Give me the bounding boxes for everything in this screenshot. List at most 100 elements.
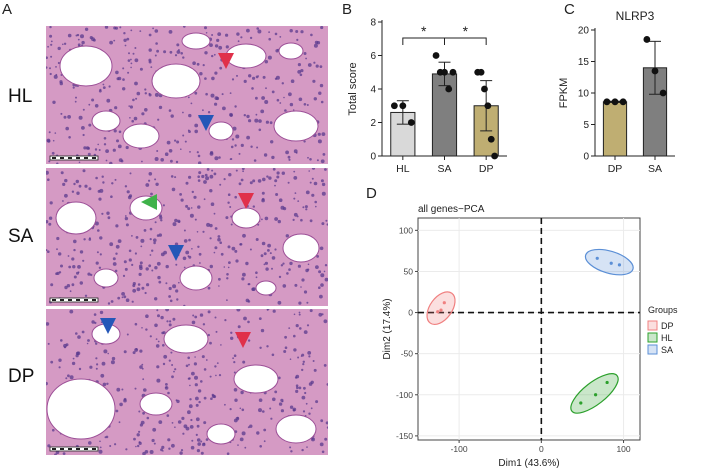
cell-nucleus [263,263,266,266]
cell-nucleus [99,236,103,240]
cell-nucleus [155,42,158,45]
cell-nucleus [201,174,205,179]
cell-nucleus [196,438,201,442]
cell-nucleus [211,34,214,36]
cell-nucleus [182,256,187,261]
cell-nucleus [50,360,54,364]
cell-nucleus [198,400,201,404]
cell-nucleus [113,39,116,42]
cell-nucleus [192,314,195,317]
cell-nucleus [307,263,310,266]
cell-nucleus [303,103,307,106]
cell-nucleus [71,361,76,366]
cell-nucleus [276,175,280,179]
cell-nucleus [187,129,190,132]
cell-nucleus [180,52,183,55]
alveolar-space [273,110,319,142]
cell-nucleus [197,245,200,248]
cell-nucleus [69,309,74,314]
cell-nucleus [317,132,321,136]
cell-nucleus [200,380,203,383]
cell-nucleus [125,145,129,150]
scale-bar-segment [52,448,56,450]
cell-nucleus [76,33,80,37]
cell-nucleus [158,233,162,237]
cell-nucleus [134,252,137,255]
cell-nucleus [73,239,77,244]
cell-nucleus [195,417,200,422]
cell-nucleus [240,390,244,395]
cell-nucleus [57,46,61,51]
cell-nucleus [225,45,229,49]
cell-nucleus [321,450,325,454]
cell-nucleus [278,275,282,279]
cell-nucleus [292,408,296,412]
cell-nucleus [46,220,49,224]
cell-nucleus [171,443,175,448]
cell-nucleus [198,161,202,164]
cell-nucleus [264,261,268,265]
cell-nucleus [117,76,122,81]
cell-nucleus [149,450,154,454]
cell-nucleus [143,388,147,392]
cell-nucleus [249,36,253,40]
cell-nucleus [296,38,299,41]
cell-nucleus [295,384,299,387]
chart-title: NLRP3 [616,9,655,23]
cell-nucleus [166,320,169,323]
cell-nucleus [219,241,222,244]
cell-nucleus [198,252,202,256]
cell-nucleus [124,216,129,221]
y-tick-label: 4 [370,85,376,96]
cell-nucleus [319,246,324,251]
cell-nucleus [253,159,257,162]
cell-nucleus [139,261,143,265]
cell-nucleus [63,343,67,348]
cell-nucleus [124,44,127,47]
cell-nucleus [206,168,210,171]
cell-nucleus [129,117,131,119]
cell-nucleus [156,365,160,369]
cell-nucleus [132,52,135,55]
cell-nucleus [301,395,306,400]
y-tick-label: 8 [370,18,376,29]
cell-nucleus [297,356,300,359]
cell-nucleus [151,249,154,252]
cell-nucleus [213,172,217,176]
cell-nucleus [190,102,193,105]
cell-nucleus [237,325,241,329]
cell-nucleus [322,153,326,156]
cell-nucleus [153,241,156,245]
cell-nucleus [50,40,53,43]
cell-nucleus [149,227,153,231]
cell-nucleus [144,291,147,295]
cell-nucleus [325,219,328,222]
alveolar-space [55,201,97,235]
cell-nucleus [189,384,191,387]
cell-nucleus [196,424,200,428]
cell-nucleus [308,382,313,386]
cell-nucleus [134,348,138,352]
cell-nucleus [82,169,86,173]
cell-nucleus [214,246,218,250]
data-point [619,98,627,106]
cell-nucleus [154,54,157,57]
cell-nucleus [210,397,213,400]
significance-marker: * [463,23,469,39]
cell-nucleus [73,182,76,186]
cell-nucleus [111,356,116,361]
cell-nucleus [127,71,130,74]
alveolar-space [93,268,119,288]
cell-nucleus [226,277,229,280]
cell-nucleus [84,294,88,297]
cell-nucleus [54,132,57,134]
cell-nucleus [176,399,180,404]
cell-nucleus [277,300,282,305]
cell-nucleus [222,106,226,111]
cell-nucleus [62,200,64,202]
cell-nucleus [148,60,152,64]
cell-nucleus [204,26,207,30]
cell-nucleus [303,52,307,55]
cell-nucleus [138,410,141,413]
scale-bar-segment [60,448,64,450]
